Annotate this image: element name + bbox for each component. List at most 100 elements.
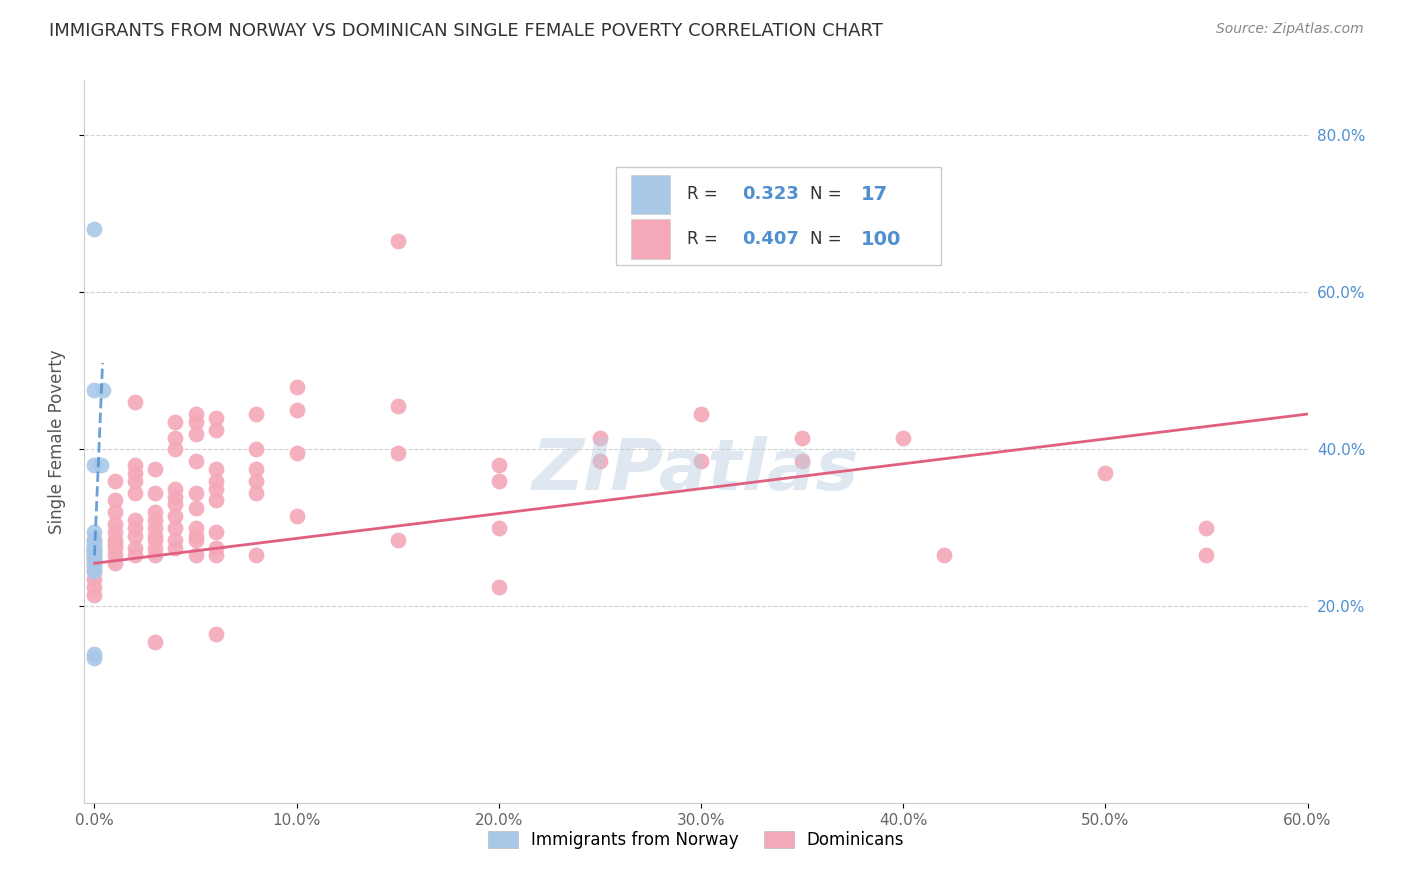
Point [124,466,146,480]
Y-axis label: Single Female Poverty: Single Female Poverty [48,350,66,533]
Point [83,533,105,547]
Point [104,549,127,563]
Point [165,442,187,457]
Point [90,458,112,472]
Point [165,415,187,429]
Point [165,509,187,524]
Point [83,650,105,665]
Point [589,431,612,445]
Point [387,533,409,547]
Point [83,564,105,578]
Text: 0.407: 0.407 [742,230,800,248]
Point [387,446,409,460]
Text: 0.323: 0.323 [742,186,800,203]
Point [165,521,187,535]
Point [1195,521,1218,535]
Point [184,549,207,563]
Point [83,572,105,586]
FancyBboxPatch shape [631,175,671,214]
Text: N =: N = [810,230,841,248]
Point [245,474,267,488]
Point [1195,549,1218,563]
Point [184,415,207,429]
Point [83,536,105,550]
Point [83,549,105,563]
Text: IMMIGRANTS FROM NORWAY VS DOMINICAN SINGLE FEMALE POVERTY CORRELATION CHART: IMMIGRANTS FROM NORWAY VS DOMINICAN SING… [49,22,883,40]
Point [1094,466,1116,480]
Point [83,552,105,566]
Point [488,521,510,535]
Point [184,426,207,441]
Point [204,541,226,555]
Point [184,485,207,500]
Point [124,521,146,535]
Point [285,446,308,460]
Point [104,536,127,550]
Point [245,462,267,476]
Point [690,454,713,468]
Point [891,431,914,445]
Point [83,544,105,558]
Point [165,497,187,511]
Point [104,524,127,539]
Point [285,403,308,417]
FancyBboxPatch shape [616,167,941,265]
FancyBboxPatch shape [631,219,671,259]
Point [83,556,105,570]
Point [204,493,226,508]
Point [83,549,105,563]
Point [124,458,146,472]
Point [589,454,612,468]
Point [124,541,146,555]
Point [104,505,127,519]
Point [83,564,105,578]
Point [83,560,105,574]
Point [204,524,226,539]
Point [83,541,105,555]
Point [488,458,510,472]
Point [124,395,146,409]
Point [104,533,127,547]
Point [387,399,409,413]
Point [790,431,813,445]
Point [204,411,226,425]
Point [184,529,207,543]
Point [143,462,166,476]
Point [91,384,114,398]
Point [204,482,226,496]
Point [285,379,308,393]
Point [83,552,105,566]
Point [184,501,207,516]
Text: 17: 17 [860,185,889,204]
Point [245,407,267,421]
Point [83,647,105,661]
Point [143,485,166,500]
Point [184,454,207,468]
Point [83,533,105,547]
Point [165,482,187,496]
Text: ZIPatlas: ZIPatlas [533,436,859,505]
Point [143,635,166,649]
Point [104,556,127,570]
Point [83,222,105,236]
Text: N =: N = [810,186,841,203]
Text: R =: R = [688,186,724,203]
Point [124,549,146,563]
Point [104,474,127,488]
Point [143,505,166,519]
Point [204,462,226,476]
Point [204,627,226,641]
Point [83,556,105,570]
Point [488,580,510,594]
Point [83,580,105,594]
Point [143,529,166,543]
Point [184,533,207,547]
Point [83,544,105,558]
Point [104,493,127,508]
Point [245,549,267,563]
Text: 100: 100 [860,230,901,249]
Point [165,490,187,504]
Point [165,541,187,555]
Point [104,541,127,555]
Point [204,549,226,563]
